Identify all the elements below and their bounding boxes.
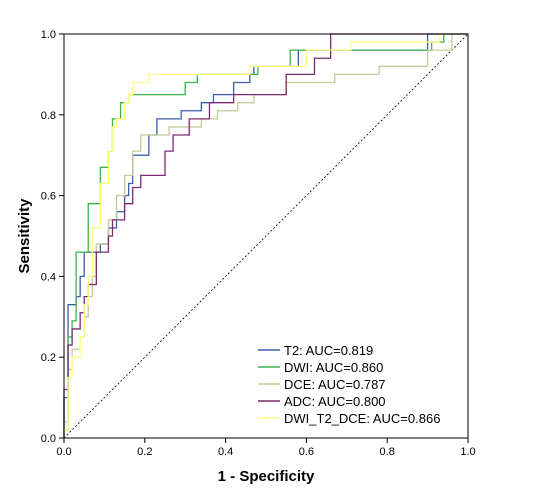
y-axis-title: Sensitivity bbox=[16, 198, 33, 274]
legend-label: ADC: AUC=0.800 bbox=[284, 394, 386, 409]
x-tick-layer: 0.0 0.2 0.4 0.6 0.8 1.0 bbox=[56, 438, 476, 458]
y-tick-label: 1.0 bbox=[41, 29, 56, 41]
reference-line-layer bbox=[63, 33, 469, 439]
legend: T2: AUC=0.819 DWI: AUC=0.860 DCE: AUC=0.78… bbox=[258, 343, 440, 426]
y-tick-label: 0.0 bbox=[41, 433, 56, 445]
y-tick-label: 0.8 bbox=[41, 110, 56, 122]
y-tick-label: 0.6 bbox=[41, 191, 56, 203]
reference-diagonal bbox=[63, 33, 469, 439]
legend-label: DWI_T2_DCE: AUC=0.866 bbox=[284, 411, 440, 426]
y-tick-label: 0.2 bbox=[41, 352, 56, 364]
x-tick-label: 0.2 bbox=[137, 446, 152, 458]
x-tick-label: 0.6 bbox=[299, 446, 314, 458]
series-line-3 bbox=[63, 33, 468, 438]
series-line-4 bbox=[63, 33, 468, 438]
legend-label: DCE: AUC=0.787 bbox=[284, 377, 386, 392]
y-tick-label: 0.4 bbox=[41, 271, 56, 283]
y-tick-layer: 0.0 0.2 0.4 0.6 0.8 1.0 bbox=[41, 29, 64, 445]
series-layer bbox=[63, 33, 468, 438]
legend-label: DWI: AUC=0.860 bbox=[284, 360, 383, 375]
x-tick-label: 0.0 bbox=[56, 446, 71, 458]
legend-label: T2: AUC=0.819 bbox=[284, 343, 373, 358]
plot-frame bbox=[63, 33, 469, 439]
x-tick-label: 1.0 bbox=[460, 446, 475, 458]
x-axis-title: 1 - Specificity bbox=[218, 468, 315, 485]
x-tick-label: 0.4 bbox=[218, 446, 233, 458]
x-tick-label: 0.8 bbox=[380, 446, 395, 458]
